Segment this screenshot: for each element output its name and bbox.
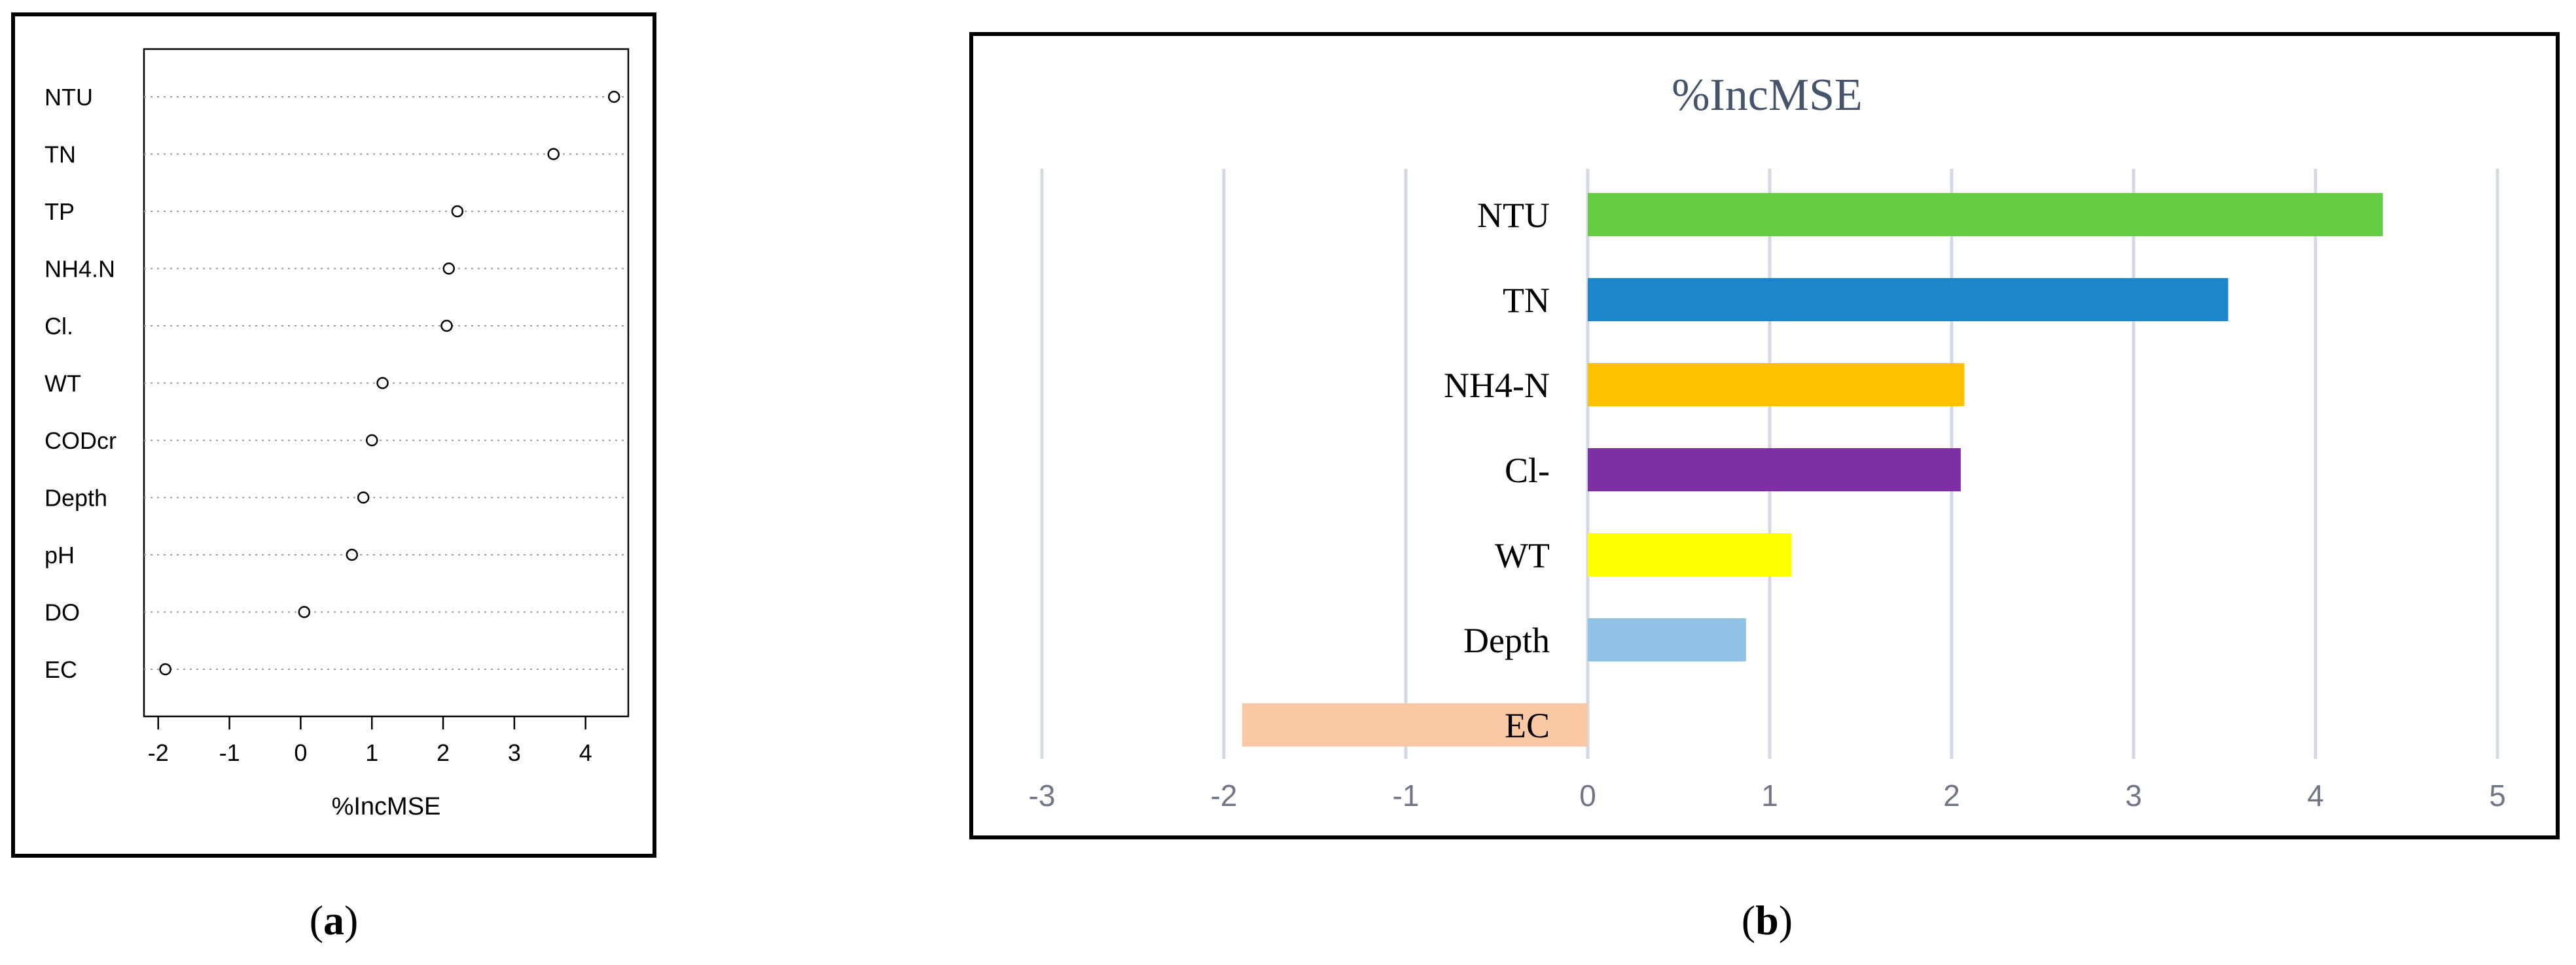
panel-a-guides — [144, 96, 628, 670]
category-label: NTU — [45, 84, 93, 111]
x-tick-label: 5 — [2489, 779, 2506, 813]
data-point — [376, 377, 389, 389]
data-point — [365, 434, 378, 447]
x-tick-label: -2 — [1211, 779, 1238, 813]
category-label: EC — [1505, 706, 1550, 745]
panel-a-x-axis-label: %IncMSE — [332, 793, 441, 820]
bar-wt — [1588, 533, 1792, 576]
data-point — [547, 148, 560, 160]
x-tick-label: 2 — [437, 739, 450, 766]
category-label: DO — [45, 599, 80, 626]
x-tick-label: -1 — [1393, 779, 1420, 813]
x-tick-label: 0 — [294, 739, 307, 766]
panel-b-frame — [969, 32, 2560, 839]
category-label: NTU — [1477, 196, 1550, 235]
bar-depth — [1588, 618, 1746, 661]
x-tick-label: 3 — [508, 739, 521, 766]
data-point — [440, 319, 453, 332]
bar-tn — [1588, 278, 2228, 321]
data-point — [357, 491, 370, 504]
category-label: WT — [45, 370, 81, 397]
x-tick-label: 4 — [579, 739, 592, 766]
bar-ec — [1242, 703, 1588, 746]
x-tick-label: 1 — [1761, 779, 1778, 813]
category-label: CODcr — [45, 427, 116, 454]
data-point — [298, 606, 311, 618]
category-label: NH4-N — [1444, 366, 1550, 405]
caption-b: (b) — [1742, 897, 1793, 943]
bar-ntu — [1588, 193, 2383, 236]
category-label: Cl- — [1505, 451, 1550, 490]
category-label: NH4.N — [45, 256, 115, 283]
panel-a-category-labels: NTU TN TP NH4.N Cl. WT CODcr Depth pH DO EC — [45, 84, 116, 683]
x-tick-label: 1 — [365, 739, 378, 766]
x-tick-label: 3 — [2125, 779, 2142, 813]
x-tick-label: -1 — [219, 739, 240, 766]
x-tick-label: -2 — [148, 739, 169, 766]
category-label: TN — [1503, 281, 1550, 320]
x-tick-label: -3 — [1029, 779, 1056, 813]
panel-b-bars — [1242, 193, 2383, 746]
bar-nh4n — [1588, 363, 1965, 406]
panel-b-title: %IncMSE — [1672, 70, 1863, 120]
category-label: WT — [1495, 536, 1550, 575]
panel-a-points — [159, 90, 620, 676]
panel-b: %IncMSE NTU TN NH4-N Cl- WT Depth EC -3 -2 -1 0 1 2… — [969, 32, 2560, 839]
data-point — [346, 548, 359, 561]
x-tick-label: 4 — [2307, 779, 2324, 813]
category-label: TN — [45, 141, 76, 168]
x-tick-label: 2 — [1943, 779, 1960, 813]
caption-a: (a) — [310, 897, 359, 943]
category-label: TP — [45, 198, 75, 225]
panel-b-x-axis: -3 -2 -1 0 1 2 3 4 5 — [1029, 779, 2506, 813]
category-label: pH — [45, 542, 75, 569]
panel-a: NTU TN TP NH4.N Cl. WT CODcr Depth pH DO EC -2 -1 0 1… — [11, 12, 656, 858]
category-label: Depth — [1463, 621, 1550, 660]
category-label: Depth — [45, 485, 107, 512]
category-label: Cl. — [45, 313, 73, 340]
category-label: EC — [45, 656, 77, 683]
data-point — [607, 90, 620, 103]
panel-b-category-labels: NTU TN NH4-N Cl- WT Depth EC — [1444, 196, 1550, 745]
data-point — [442, 262, 456, 275]
data-point — [159, 663, 171, 676]
data-point — [451, 205, 464, 218]
panel-a-x-axis: -2 -1 0 1 2 3 4 — [148, 716, 592, 766]
x-tick-label: 0 — [1579, 779, 1596, 813]
bar-cl — [1588, 448, 1961, 491]
